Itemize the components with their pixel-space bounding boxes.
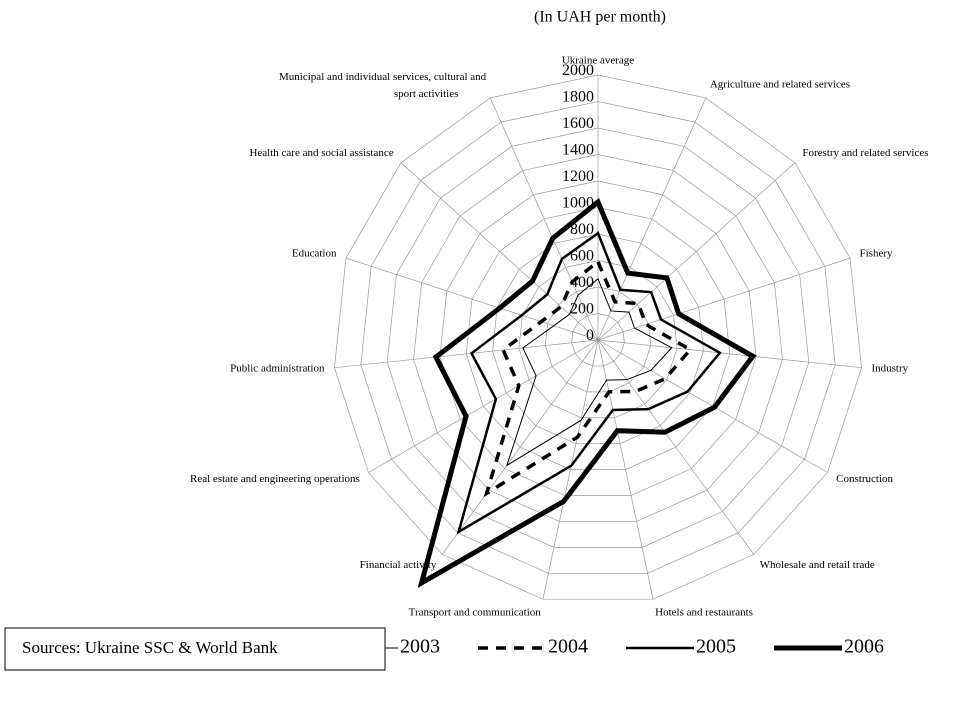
category-label: Wholesale and retail trade [760,559,875,571]
category-label: Transport and communication [409,606,542,618]
y-tick-label: 1800 [562,89,594,106]
chart-subtitle: (In UAH per month) [534,9,666,26]
y-tick-label: 1600 [562,115,594,132]
category-label: Health care and social assistance [249,147,393,159]
grid: Ukraine average Agriculture and related s… [190,55,929,619]
grid-ring [413,154,783,522]
grid-ring [465,207,731,470]
category-label: Education [292,247,337,259]
category-label: Hotels and restaurants [655,606,753,618]
series-line [456,231,722,535]
y-tick-label: 1400 [562,142,594,159]
category-label: Public administration [230,363,325,375]
category-label: Construction [836,473,893,485]
category-label: Real estate and engineering operations [190,473,360,485]
grid-ring [492,233,704,445]
series-line [505,277,673,467]
y-tick-label: 1200 [562,168,594,185]
category-label: Agriculture and related services [710,79,850,91]
source: Sources: Ukraine SSC & World Bank [22,638,278,657]
legend-label: 2006 [844,636,884,658]
source-box [4,627,386,671]
category-label: Fishery [860,247,894,259]
legend-label: 2004 [548,636,588,658]
grid-ring [360,101,836,574]
grid-ring [518,260,678,419]
grid-ring [386,127,810,548]
y-tick-label: 600 [570,248,594,265]
legend-label: 2005 [696,636,736,658]
series-line [417,198,757,588]
grid-ring [571,313,625,367]
legend-label: 2003 [400,636,440,658]
category-label: Municipal and individual services, cultu… [279,71,487,100]
y-tick-label: 200 [570,301,594,318]
category-label: Forestry and related services [802,147,928,159]
y-tick-label: 800 [570,221,594,238]
y-tick-label: 400 [570,274,594,291]
category-label-line: Municipal and individual services, cultu… [279,71,487,83]
y-tick-label: 2000 [562,62,594,79]
grid-ring [334,74,862,600]
series-line [483,259,693,498]
tick-layer: 0 200 400 600 800 1000 1200 1400 1600 1800 2000 [562,62,594,344]
series-layer [417,198,757,588]
category-label: Industry [871,363,908,375]
category-label-line: sport activities [394,88,458,100]
legend: 2003 2004 2005 2006 [330,636,884,658]
grid-ring [439,180,757,496]
category-label: Financial activity [360,559,437,571]
y-tick-label: 0 [586,327,594,344]
category-label: Ukraine average [562,55,634,67]
y-tick-label: 1000 [562,195,594,212]
